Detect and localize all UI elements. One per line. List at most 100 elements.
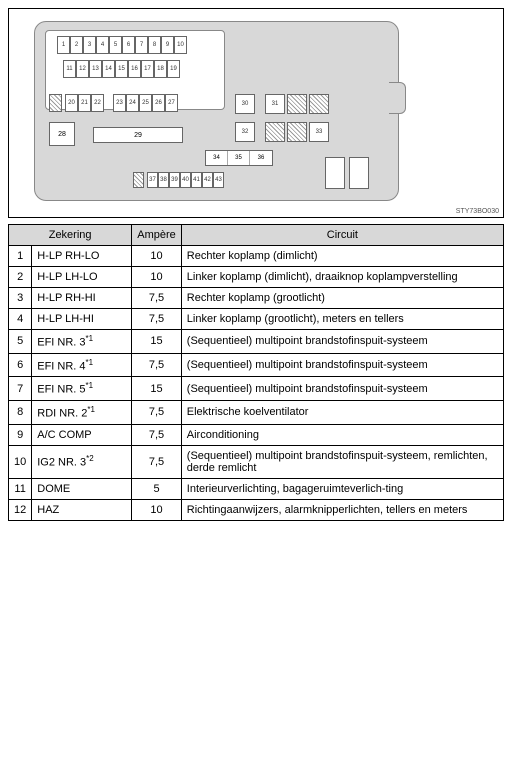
table-row: 1H-LP RH-LO10Rechter koplamp (dimlicht) xyxy=(9,246,504,267)
fuse-name: A/C COMP xyxy=(32,424,132,445)
fuse-row-3b: 2324252627 xyxy=(113,94,178,112)
fuse-10: 10 xyxy=(174,36,187,54)
fuse-blank-box xyxy=(325,157,345,189)
circuit-desc: (Sequentieel) multipoint brandstofinspui… xyxy=(181,445,503,478)
table-row: 4H-LP LH-HI7,5Linker koplamp (grootlicht… xyxy=(9,309,504,330)
fuse-20: 20 xyxy=(65,94,78,112)
fuse-row-3a: 202122 xyxy=(65,94,104,112)
circuit-desc: Richtingaanwijzers, alarmknipperlichten,… xyxy=(181,499,503,520)
table-row: 3H-LP RH-HI7,5Rechter koplamp (grootlich… xyxy=(9,288,504,309)
row-number: 6 xyxy=(9,353,32,377)
fuse-11: 11 xyxy=(63,60,76,78)
fuse-14: 14 xyxy=(102,60,115,78)
row-number: 4 xyxy=(9,309,32,330)
fusebox-outline: 12345678910 111213141516171819 202122 23… xyxy=(34,21,399,201)
part-number: STY73BO030 xyxy=(456,208,499,215)
fuse-blank-box xyxy=(349,157,369,189)
table-row: 6EFI NR. 4*17,5(Sequentieel) multipoint … xyxy=(9,353,504,377)
fuse-31: 31 xyxy=(265,94,285,114)
table-row: 9A/C COMP7,5Airconditioning xyxy=(9,424,504,445)
fuse-13: 13 xyxy=(89,60,102,78)
fuse-blank xyxy=(287,122,307,142)
fuse-table: Zekering Ampère Circuit 1H-LP RH-LO10Rec… xyxy=(8,224,504,521)
fuse-name: H-LP RH-LO xyxy=(32,246,132,267)
fusebox-diagram: 12345678910 111213141516171819 202122 23… xyxy=(8,8,504,218)
header-amp: Ampère xyxy=(132,225,182,246)
table-row: 10IG2 NR. 3*27,5(Sequentieel) multipoint… xyxy=(9,445,504,478)
row-number: 8 xyxy=(9,400,32,424)
fuse-4: 4 xyxy=(96,36,109,54)
fuse-23: 23 xyxy=(113,94,126,112)
row-number: 10 xyxy=(9,445,32,478)
fuse-6: 6 xyxy=(122,36,135,54)
fuse-40: 40 xyxy=(180,172,191,188)
fuse-27: 27 xyxy=(165,94,178,112)
circuit-desc: Rechter koplamp (grootlicht) xyxy=(181,288,503,309)
fuse-30: 30 xyxy=(235,94,255,114)
fuse-name: DOME xyxy=(32,478,132,499)
fuse-24: 24 xyxy=(126,94,139,112)
fuse-triplet: 343536 xyxy=(205,150,273,166)
circuit-desc: Interieurverlichting, bagageruimteverlic… xyxy=(181,478,503,499)
fuse-37: 37 xyxy=(147,172,158,188)
row-number: 9 xyxy=(9,424,32,445)
fuse-7: 7 xyxy=(135,36,148,54)
fuse-22: 22 xyxy=(91,94,104,112)
fuse-21: 21 xyxy=(78,94,91,112)
fuse-5: 5 xyxy=(109,36,122,54)
fuse-28: 28 xyxy=(49,122,75,146)
circuit-desc: (Sequentieel) multipoint brandstofinspui… xyxy=(181,330,503,354)
fuse-row-1: 12345678910 xyxy=(57,36,187,54)
circuit-desc: Linker koplamp (dimlicht), draaiknop kop… xyxy=(181,267,503,288)
circuit-desc: (Sequentieel) multipoint brandstofinspui… xyxy=(181,353,503,377)
fuse-name: H-LP RH-HI xyxy=(32,288,132,309)
fuse-12: 12 xyxy=(76,60,89,78)
fuse-42: 42 xyxy=(202,172,213,188)
amp-value: 7,5 xyxy=(132,445,182,478)
fuse-3: 3 xyxy=(83,36,96,54)
row-number: 1 xyxy=(9,246,32,267)
amp-value: 7,5 xyxy=(132,353,182,377)
fuse-blank xyxy=(265,122,285,142)
fuse-19: 19 xyxy=(167,60,180,78)
fuse-name: IG2 NR. 3*2 xyxy=(32,445,132,478)
amp-value: 15 xyxy=(132,377,182,401)
fuse-25: 25 xyxy=(139,94,152,112)
fuse-name: EFI NR. 5*1 xyxy=(32,377,132,401)
fuse-name: EFI NR. 3*1 xyxy=(32,330,132,354)
row-number: 12 xyxy=(9,499,32,520)
fuse-26: 26 xyxy=(152,94,165,112)
fuse-39: 39 xyxy=(169,172,180,188)
circuit-desc: Airconditioning xyxy=(181,424,503,445)
fuse-38: 38 xyxy=(158,172,169,188)
fuse-35: 35 xyxy=(228,151,250,165)
fuse-2: 2 xyxy=(70,36,83,54)
fuse-16: 16 xyxy=(128,60,141,78)
fuse-blank xyxy=(133,172,144,188)
fuse-8: 8 xyxy=(148,36,161,54)
fuse-43: 43 xyxy=(213,172,224,188)
circuit-desc: Linker koplamp (grootlicht), meters en t… xyxy=(181,309,503,330)
fuse-name: EFI NR. 4*1 xyxy=(32,353,132,377)
fuse-17: 17 xyxy=(141,60,154,78)
header-circuit: Circuit xyxy=(181,225,503,246)
circuit-desc: (Sequentieel) multipoint brandstofinspui… xyxy=(181,377,503,401)
amp-value: 10 xyxy=(132,267,182,288)
fuse-name: HAZ xyxy=(32,499,132,520)
fuse-29: 29 xyxy=(93,127,183,143)
fuse-1: 1 xyxy=(57,36,70,54)
row-number: 11 xyxy=(9,478,32,499)
table-row: 11DOME5Interieurverlichting, bagageruimt… xyxy=(9,478,504,499)
table-row: 2H-LP LH-LO10Linker koplamp (dimlicht), … xyxy=(9,267,504,288)
table-row: 8RDI NR. 2*17,5Elektrische koelventilato… xyxy=(9,400,504,424)
fuse-row-bottom: 37383940414243 xyxy=(147,172,224,188)
amp-value: 7,5 xyxy=(132,400,182,424)
fuse-9: 9 xyxy=(161,36,174,54)
fuse-36: 36 xyxy=(250,151,272,165)
amp-value: 15 xyxy=(132,330,182,354)
fuse-34: 34 xyxy=(206,151,228,165)
amp-value: 10 xyxy=(132,499,182,520)
amp-value: 7,5 xyxy=(132,288,182,309)
amp-value: 5 xyxy=(132,478,182,499)
fuse-15: 15 xyxy=(115,60,128,78)
